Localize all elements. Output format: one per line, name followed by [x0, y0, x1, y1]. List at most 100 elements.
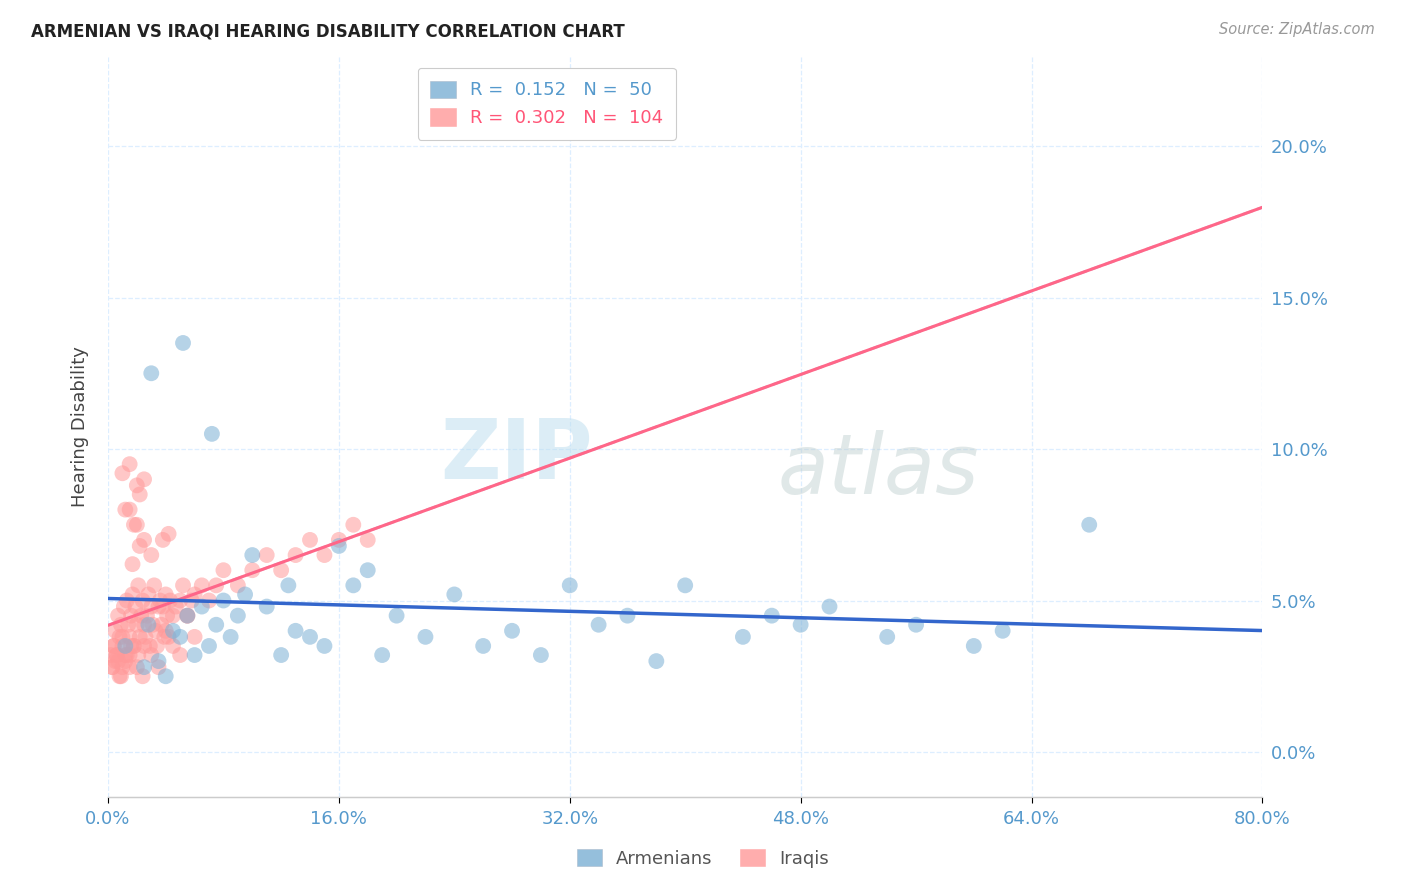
Point [136, 608, 159, 623]
Point [111, 467, 134, 481]
Text: atlas: atlas [778, 430, 979, 511]
Point [108, 630, 131, 644]
Point [148, 654, 170, 668]
Point [277, 578, 299, 592]
Point [111, 630, 134, 644]
Point [298, 630, 321, 644]
Point [122, 639, 145, 653]
Point [101, 660, 124, 674]
Point [120, 639, 142, 653]
Point [270, 648, 292, 662]
Point [530, 648, 553, 662]
Point [226, 608, 249, 623]
Point [110, 669, 132, 683]
Point [128, 630, 150, 644]
Point [176, 608, 198, 623]
Point [172, 335, 194, 350]
Point [270, 563, 292, 577]
Point [122, 639, 145, 653]
Point [198, 593, 221, 607]
Legend: Armenians, Iraqis: Armenians, Iraqis [565, 838, 841, 879]
Point [328, 539, 350, 553]
Point [127, 578, 149, 592]
Point [139, 639, 162, 653]
Point [905, 617, 928, 632]
Point [314, 639, 336, 653]
Point [818, 599, 841, 614]
Point [212, 563, 235, 577]
Point [152, 599, 174, 614]
Point [157, 630, 180, 644]
Point [145, 624, 167, 638]
Point [191, 599, 214, 614]
Point [991, 624, 1014, 638]
Point [107, 608, 129, 623]
Point [761, 608, 783, 623]
Point [103, 639, 125, 653]
Legend: R =  0.152   N =  50, R =  0.302   N =  104: R = 0.152 N = 50, R = 0.302 N = 104 [418, 68, 676, 140]
Point [114, 648, 136, 662]
Point [111, 660, 134, 674]
Point [108, 669, 131, 683]
Point [180, 593, 202, 607]
Point [134, 630, 156, 644]
Point [342, 517, 364, 532]
Point [876, 630, 898, 644]
Point [176, 608, 198, 623]
Point [141, 366, 163, 380]
Point [118, 630, 141, 644]
Point [284, 624, 307, 638]
Point [141, 648, 163, 662]
Point [138, 587, 160, 601]
Point [132, 533, 155, 547]
Point [588, 617, 610, 632]
Point [125, 517, 148, 532]
Point [472, 639, 495, 653]
Text: ARMENIAN VS IRAQI HEARING DISABILITY CORRELATION CHART: ARMENIAN VS IRAQI HEARING DISABILITY COR… [31, 22, 624, 40]
Point [141, 548, 163, 562]
Point [131, 669, 153, 683]
Point [111, 639, 134, 653]
Point [284, 548, 307, 562]
Point [105, 648, 128, 662]
Point [443, 587, 465, 601]
Point [169, 593, 191, 607]
Point [128, 539, 150, 553]
Point [205, 617, 228, 632]
Point [201, 426, 224, 441]
Point [150, 617, 173, 632]
Point [114, 639, 136, 653]
Point [105, 648, 128, 662]
Point [162, 608, 184, 623]
Point [162, 624, 184, 638]
Point [645, 654, 668, 668]
Point [129, 608, 152, 623]
Point [104, 624, 127, 638]
Point [169, 648, 191, 662]
Point [328, 533, 350, 547]
Point [176, 608, 198, 623]
Point [256, 599, 278, 614]
Point [124, 599, 146, 614]
Point [125, 660, 148, 674]
Point [114, 502, 136, 516]
Point [132, 660, 155, 674]
Point [100, 648, 122, 662]
Point [101, 660, 124, 674]
Point [183, 630, 205, 644]
Point [357, 533, 380, 547]
Point [104, 654, 127, 668]
Point [616, 608, 638, 623]
Point [114, 654, 136, 668]
Point [558, 578, 581, 592]
Point [731, 630, 754, 644]
Point [127, 648, 149, 662]
Text: ZIP: ZIP [440, 416, 593, 497]
Point [198, 639, 221, 653]
Y-axis label: Hearing Disability: Hearing Disability [72, 346, 89, 507]
Point [169, 630, 191, 644]
Point [125, 617, 148, 632]
Point [789, 617, 811, 632]
Point [112, 599, 135, 614]
Point [122, 517, 145, 532]
